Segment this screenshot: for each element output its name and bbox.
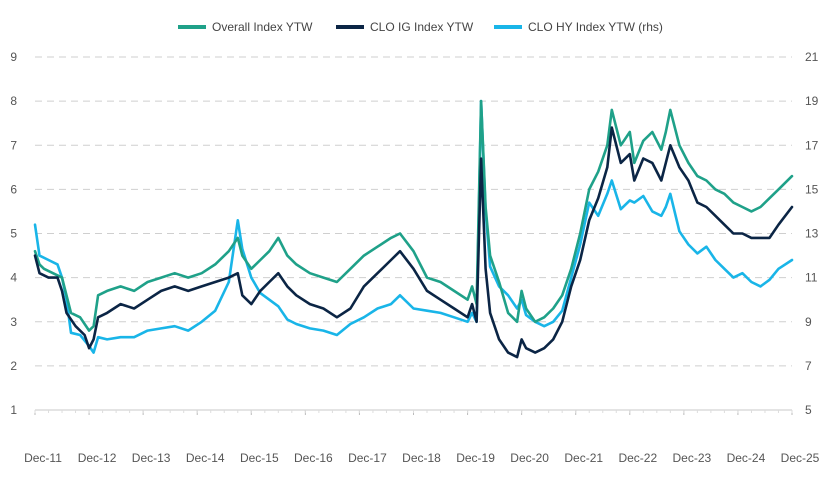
right-y-tick-label: 9 [805,315,812,329]
right-y-tick-label: 11 [805,271,818,285]
x-tick-label: Dec-17 [348,451,387,465]
left-y-tick-label: 1 [10,403,17,417]
x-tick-label: Dec-19 [456,451,495,465]
gridlines [35,56,792,411]
left-y-tick-label: 9 [10,50,17,64]
left-y-tick-label: 2 [10,359,17,373]
x-tick-label: Dec-24 [727,451,766,465]
right-y-tick-label: 5 [805,403,812,417]
left-y-axis: 1 2 3 4 5 6 7 8 9 [10,50,17,417]
series-lines [33,99,794,359]
series-clo-ig-line [33,126,794,359]
right-y-tick-label: 21 [805,50,819,64]
legend-label-overall: Overall Index YTW [212,20,313,34]
left-y-tick-label: 4 [10,271,17,285]
x-tick-label: Dec-22 [618,451,657,465]
right-y-tick-label: 19 [805,94,819,108]
x-tick-label: Dec-11 [24,451,62,465]
left-y-tick-label: 8 [10,94,17,108]
legend-label-clo-hy: CLO HY Index YTW (rhs) [528,20,663,34]
x-axis: Dec-11 Dec-12 Dec-13 Dec-14 Dec-15 Dec-16 Dec-… [24,410,820,465]
left-y-tick-label: 6 [10,182,17,196]
right-y-tick-label: 7 [805,359,812,373]
x-tick-label: Dec-18 [402,451,441,465]
x-tick-label: Dec-25 [781,451,820,465]
x-tick-label: Dec-20 [510,451,549,465]
series-clo-hy-line [33,99,794,354]
legend-label-clo-ig: CLO IG Index YTW [370,20,474,34]
x-tick-label: Dec-14 [186,451,225,465]
right-y-tick-label: 15 [805,182,819,196]
left-y-tick-label: 3 [10,315,17,329]
legend-item-clo-ig: CLO IG Index YTW [336,20,474,34]
legend: Overall Index YTW CLO IG Index YTW CLO H… [178,20,663,34]
right-y-tick-label: 13 [805,227,819,241]
right-y-axis: 5 7 9 11 13 15 17 19 21 [805,50,819,417]
x-tick-label: Dec-13 [132,451,171,465]
legend-item-clo-hy: CLO HY Index YTW (rhs) [494,20,663,34]
left-y-tick-label: 5 [10,227,17,241]
x-tick-label: Dec-16 [294,451,333,465]
x-tick-label: Dec-21 [564,451,603,465]
legend-item-overall: Overall Index YTW [178,20,313,34]
right-y-tick-label: 17 [805,138,819,152]
x-tick-label: Dec-15 [240,451,279,465]
left-y-tick-label: 7 [10,138,17,152]
x-tick-label: Dec-12 [78,451,117,465]
x-tick-label: Dec-23 [673,451,712,465]
series-overall-line [33,99,794,332]
